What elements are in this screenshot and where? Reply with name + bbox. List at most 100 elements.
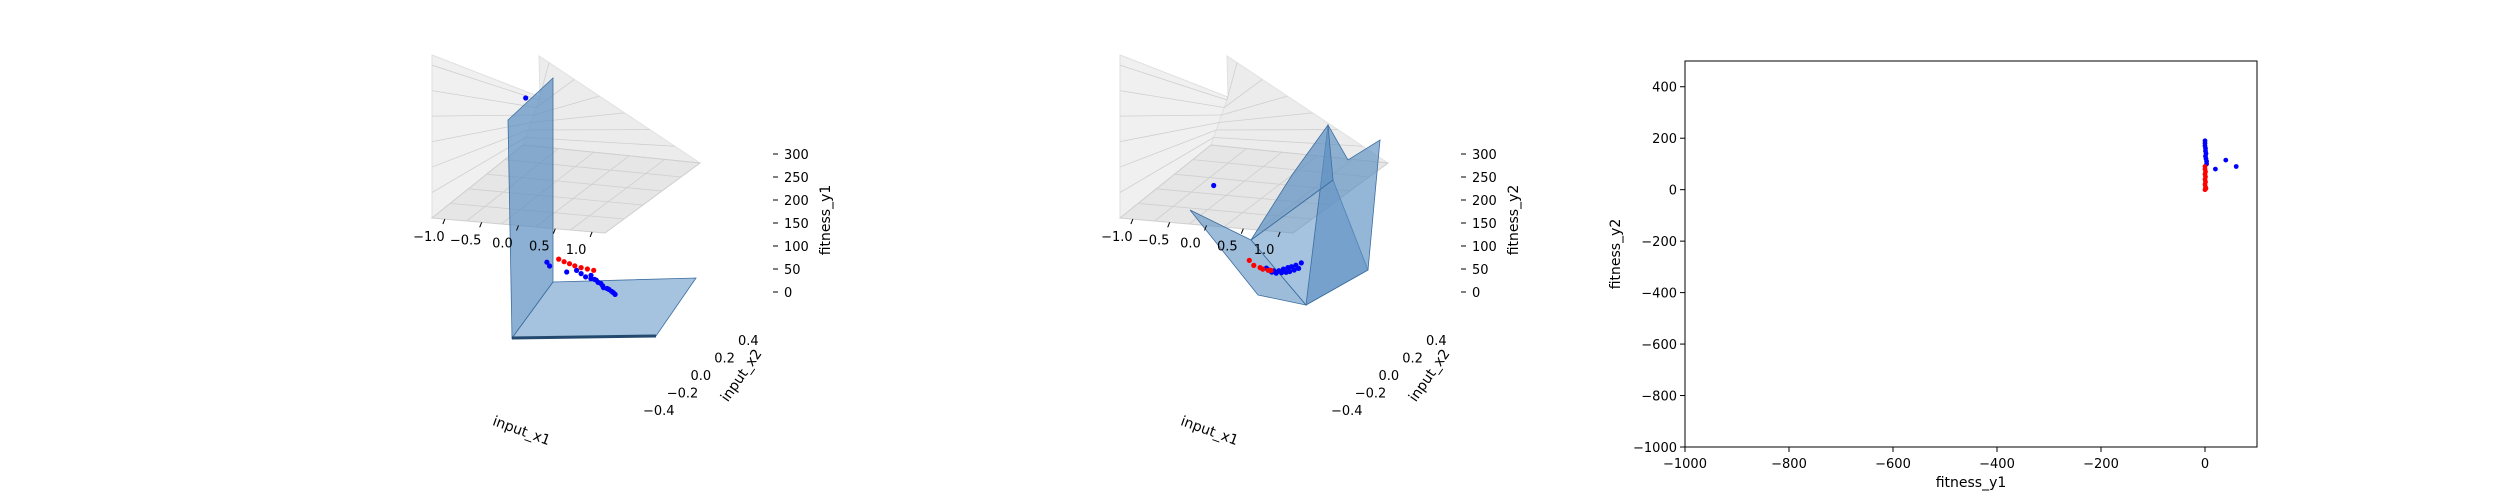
x-tick-label: −800	[1771, 457, 1807, 472]
scatter-point	[608, 288, 615, 294]
scatter-point	[1298, 260, 1304, 266]
scatter-point	[604, 285, 610, 292]
y-tick-label: 0.0	[1379, 369, 1400, 384]
scatter-series-1	[2202, 138, 2239, 172]
panel-2d: −1000 −800 −600 −400 −200 0 −1000 −800 −600 −400 −…	[1608, 60, 2258, 491]
y-tick-label: −0.2	[1355, 387, 1387, 402]
x-tick-mark	[442, 218, 446, 225]
z-tick-label: 100	[1472, 240, 1497, 255]
x-tick-label: −1.0	[413, 230, 445, 245]
z-tick-label: 300	[784, 148, 809, 163]
y-tick-label: −0.4	[1331, 404, 1363, 419]
scatter-point	[2203, 186, 2209, 191]
z-tick-label: 250	[784, 171, 809, 186]
z-tick-label: 150	[1472, 217, 1497, 232]
x-tick-mark	[1167, 222, 1171, 228]
z-tick-label: 50	[784, 263, 801, 278]
scatter-point	[556, 256, 562, 262]
scatter-point	[1273, 270, 1279, 276]
panel-3d-2: −1.0 −0.5 0.0 0.5 1.0input_x1−0.4−0.20.00.20…	[1101, 54, 1522, 449]
grid-line	[431, 90, 537, 108]
x-tick-label: 0	[2201, 457, 2209, 472]
scatter-point	[574, 267, 580, 273]
x-tick-label: 0.0	[1180, 237, 1201, 252]
scatter-point	[572, 263, 578, 269]
z-axis-label: fitness_y2	[1506, 185, 1522, 256]
x-tick-label: −1.0	[1101, 230, 1133, 245]
z-axis-label: fitness_y1	[818, 185, 834, 256]
y-tick-label: 0.2	[1402, 352, 1423, 367]
scatter-point	[1246, 257, 1252, 263]
grid-line	[1119, 129, 1217, 168]
x-axis-label: fitness_y1	[1936, 475, 2007, 491]
scatter-series-1	[523, 95, 618, 297]
x-tick-mark	[589, 231, 593, 238]
x-tick-label: 0.0	[492, 237, 513, 252]
grid-line	[570, 159, 665, 231]
scatter-point	[1211, 182, 1217, 189]
y-tick-label: 0	[1669, 184, 1677, 199]
grid-line	[468, 188, 644, 206]
z-tick-label: 0	[1472, 286, 1480, 301]
scatter-point	[588, 272, 594, 278]
y-tick-label: 0.4	[738, 334, 759, 349]
grid-line	[1224, 79, 1263, 108]
scatter-point	[1279, 270, 1285, 276]
grid-line	[1119, 137, 1214, 193]
scatter-series-2	[1246, 257, 1274, 273]
y-tick-label: −0.4	[643, 404, 675, 419]
scatter-point	[547, 263, 553, 269]
z-tick-label: 150	[784, 217, 809, 232]
x-tick-label: 1.0	[566, 243, 587, 258]
scatter-point	[1260, 266, 1266, 272]
x-tick-mark	[1240, 228, 1244, 234]
grid-line	[1226, 62, 1238, 101]
y-tick-label: −1000	[1633, 441, 1677, 456]
y-tick-label: 0.0	[691, 369, 712, 384]
grid-line	[1119, 90, 1225, 108]
grid-line	[431, 64, 540, 101]
x-tick-label: −1000	[1663, 457, 1707, 472]
scatter-point	[2223, 157, 2229, 163]
y-axis-label: fitness_y2	[1608, 219, 1624, 290]
x-axis-label: input_x1	[1178, 413, 1240, 449]
surface-ridge	[511, 334, 657, 340]
x-tick-mark	[1204, 225, 1207, 231]
scatter-point	[591, 276, 598, 282]
scatter-point	[566, 261, 573, 267]
grid-line	[1221, 95, 1288, 116]
x-tick-label: −600	[1875, 457, 1911, 472]
scatter-point	[2233, 164, 2239, 169]
scatter-point	[583, 274, 589, 280]
grid-line	[431, 144, 524, 219]
y-tick-label: −400	[1641, 287, 1677, 302]
z-tick-label: 50	[1472, 263, 1489, 278]
grid-line	[1218, 112, 1313, 123]
scatter-point	[1296, 265, 1302, 271]
scatter-point	[1268, 267, 1274, 273]
x-tick-mark	[516, 225, 519, 231]
z-tick-label: 200	[1472, 194, 1497, 209]
y-tick-label: 200	[1652, 132, 1677, 147]
scatter-point	[544, 259, 550, 265]
grid-line	[1188, 151, 1283, 225]
x-tick-label: 0.5	[1217, 240, 1238, 255]
scatter-point	[578, 271, 584, 277]
scatter-point	[591, 267, 597, 273]
x-axis-label: input_x1	[490, 413, 552, 449]
scatter-point	[1291, 267, 1297, 273]
grid-line	[604, 162, 701, 234]
x-tick-label: −200	[2083, 457, 2119, 472]
scatter-point	[600, 283, 606, 289]
plot-frame	[1684, 60, 2258, 448]
grid-line	[1119, 122, 1220, 142]
y-tick-label: −200	[1641, 235, 1677, 250]
scatter-point	[1287, 268, 1293, 275]
x-tick-label: 0.5	[529, 240, 550, 255]
y-tick-label: 0.2	[714, 352, 735, 367]
back-pane	[1210, 55, 1389, 164]
scatter-point	[578, 265, 584, 271]
scatter-point	[612, 291, 618, 297]
grid-line	[1119, 144, 1212, 219]
